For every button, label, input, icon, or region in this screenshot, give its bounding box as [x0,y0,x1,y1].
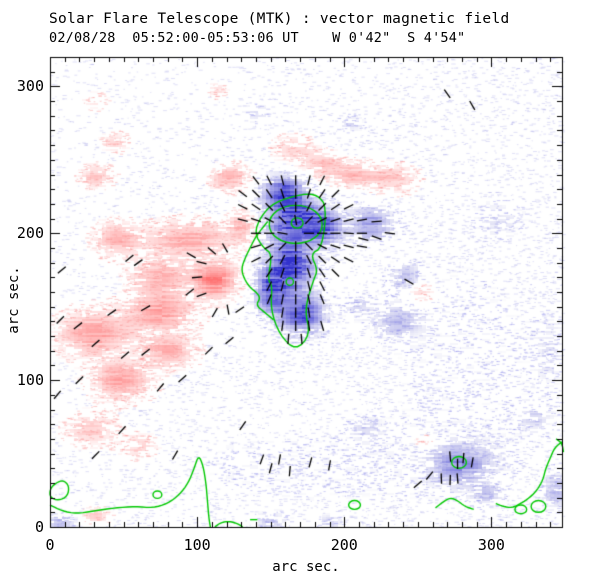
x-tick-label: 200 [330,536,358,554]
y-tick-label: 100 [16,371,44,390]
x-axis-label: arc sec. [272,559,340,575]
plot-subtitle: 02/08/28 05:52:00-05:53:06 UT W 0'42" S … [49,30,466,46]
x-tick-label: 300 [477,536,505,554]
plot-title: Solar Flare Telescope (MTK) : vector mag… [49,11,510,27]
y-axis-label: arc sec. [6,266,22,334]
y-tick-label: 300 [16,77,44,96]
y-tick-label: 0 [34,518,44,536]
y-tick-label: 200 [16,224,44,243]
x-tick-label: 0 [45,536,55,554]
x-tick-label: 100 [183,536,211,554]
